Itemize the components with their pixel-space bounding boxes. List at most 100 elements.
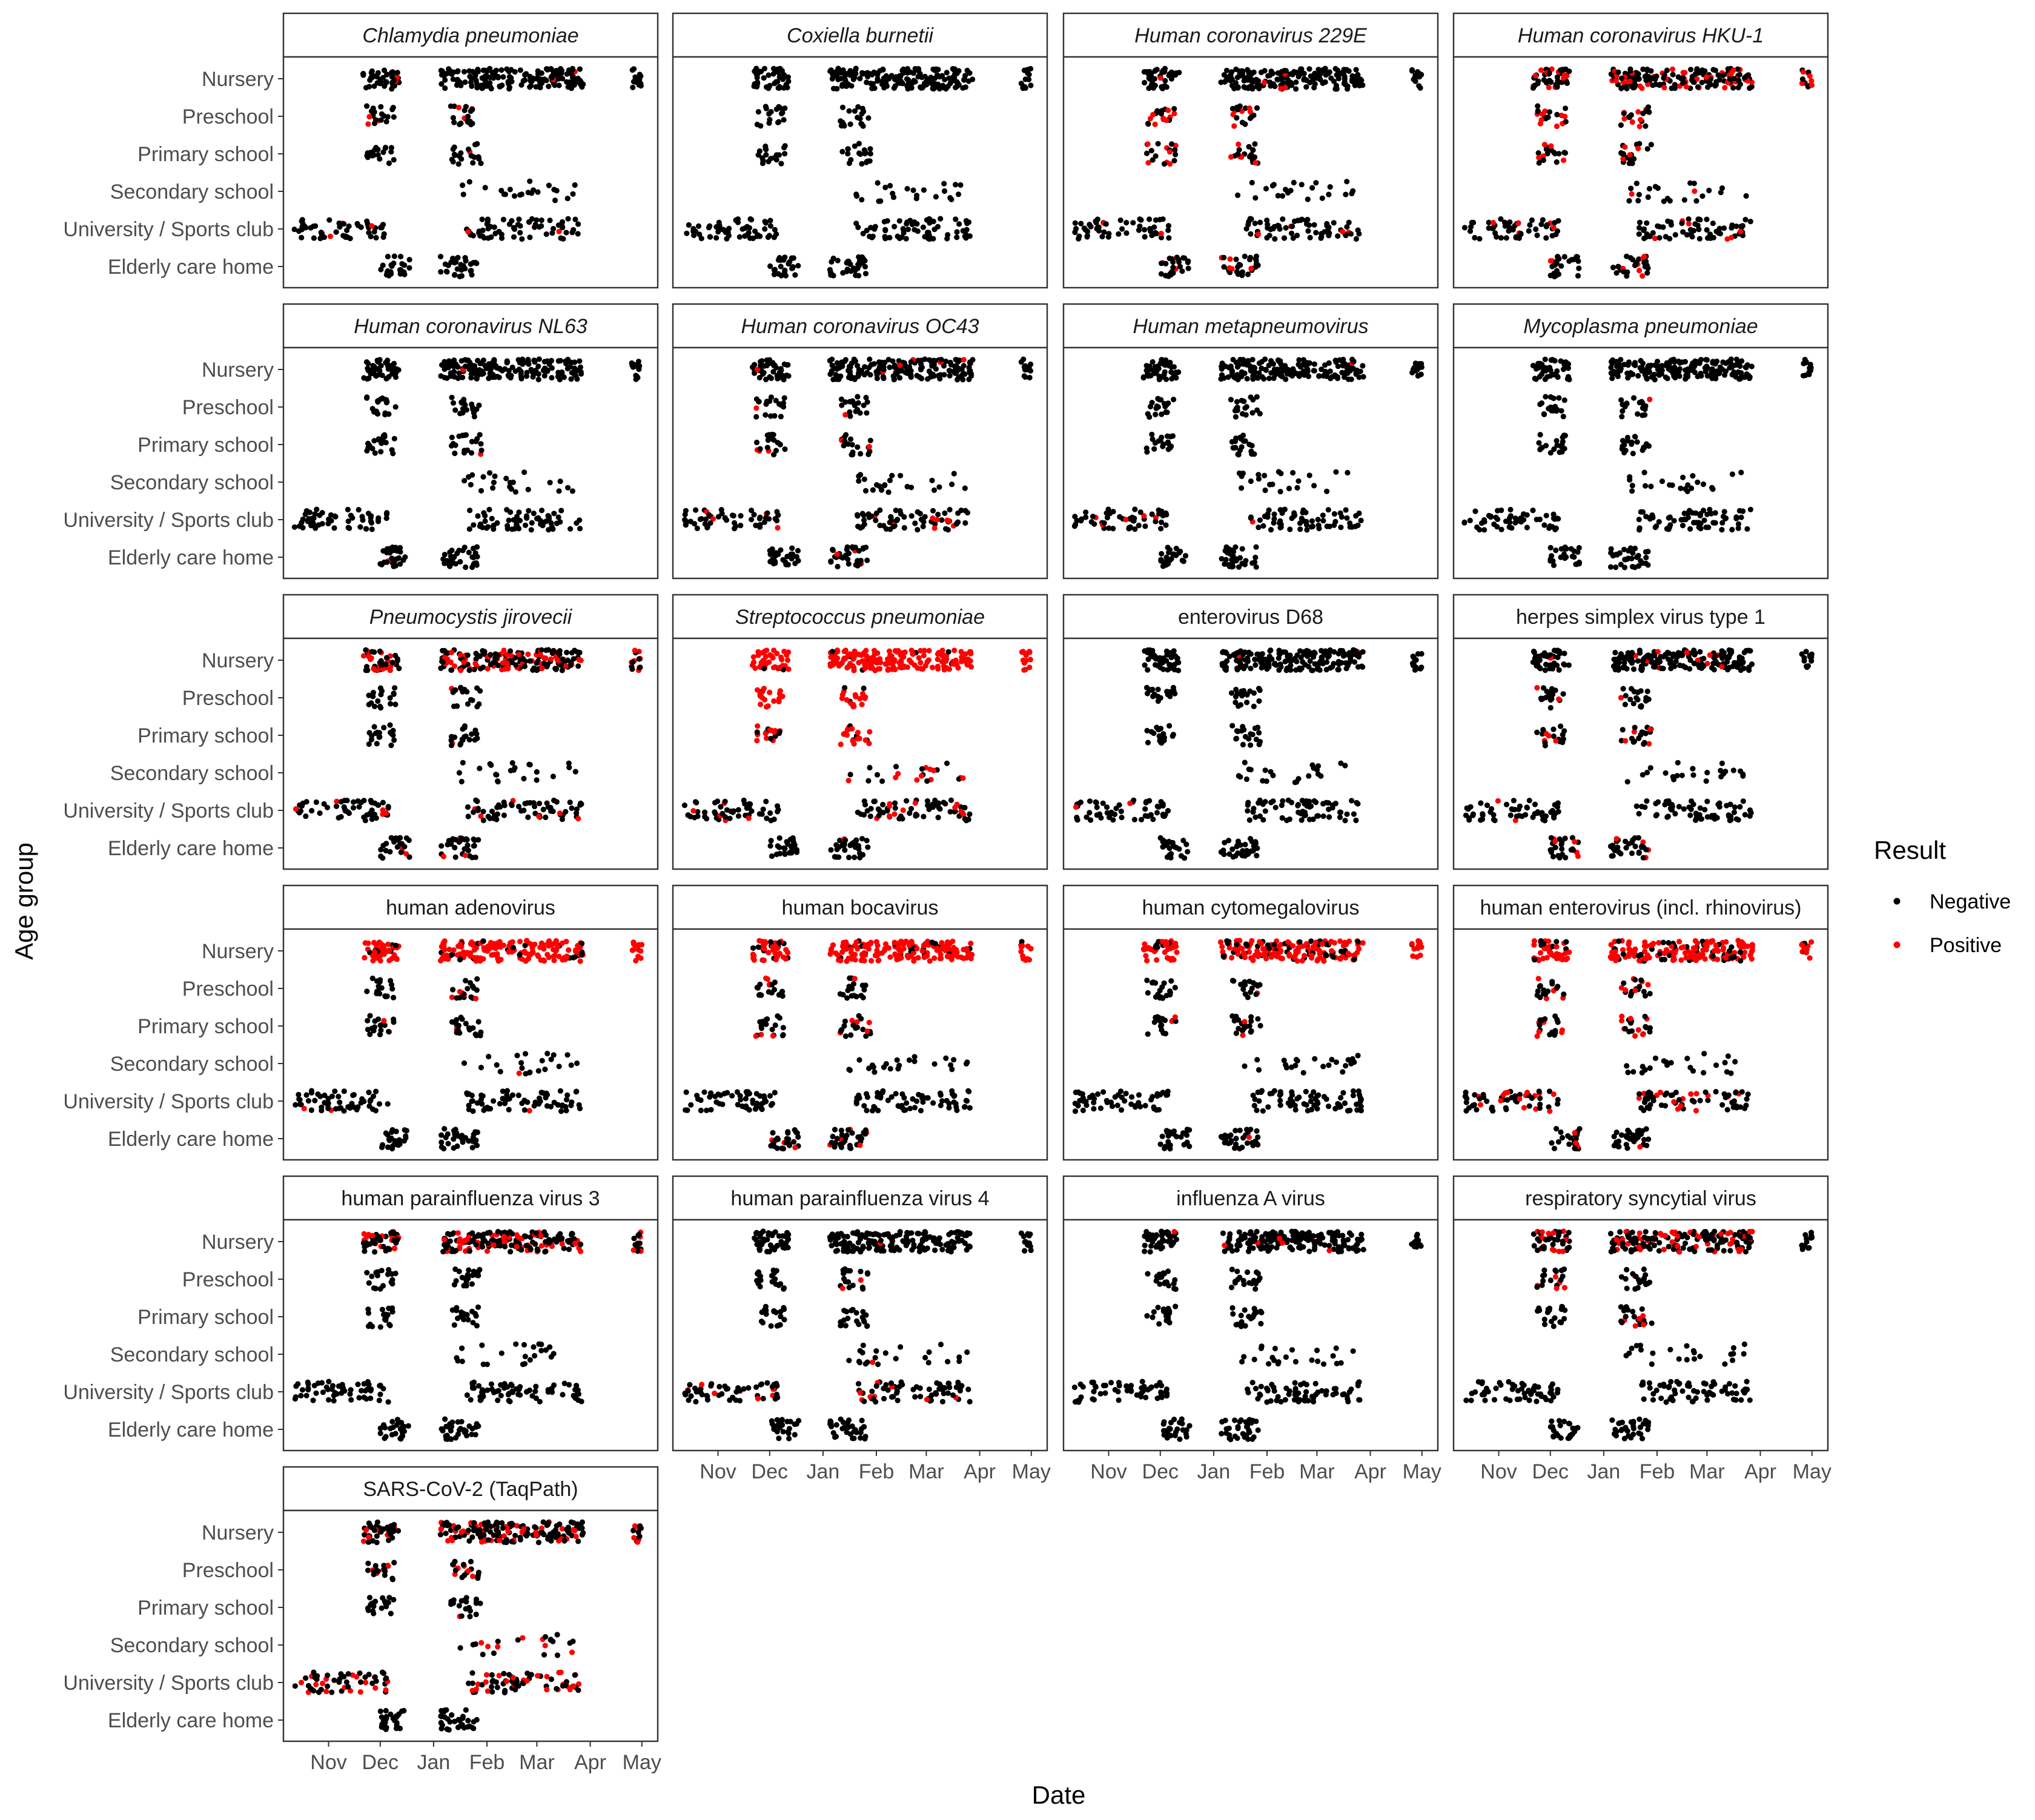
data-point-negative bbox=[534, 777, 540, 783]
data-point-negative bbox=[852, 268, 858, 273]
data-point-negative bbox=[506, 81, 511, 87]
data-point-negative bbox=[379, 688, 385, 693]
data-point-negative bbox=[1083, 509, 1088, 515]
data-point-positive bbox=[536, 813, 541, 819]
data-point-negative bbox=[844, 547, 850, 552]
data-point-negative bbox=[1554, 438, 1560, 443]
data-point-negative bbox=[1742, 374, 1747, 380]
data-point-negative bbox=[1543, 357, 1548, 362]
data-point-negative bbox=[921, 524, 926, 529]
data-point-negative bbox=[386, 804, 391, 809]
data-point-negative bbox=[1561, 362, 1567, 368]
data-point-positive bbox=[1636, 268, 1642, 273]
data-point-negative bbox=[839, 397, 844, 402]
data-point-negative bbox=[1416, 83, 1421, 88]
panel-frame bbox=[1454, 57, 1828, 288]
data-point-positive bbox=[458, 667, 463, 673]
data-point-negative bbox=[1170, 433, 1176, 438]
data-point-negative bbox=[1354, 236, 1359, 242]
data-point-negative bbox=[1153, 83, 1158, 88]
data-point-negative bbox=[545, 368, 551, 373]
data-point-negative bbox=[466, 813, 471, 819]
data-point-positive bbox=[1627, 79, 1633, 84]
data-point-positive bbox=[1227, 256, 1233, 262]
data-point-negative bbox=[633, 363, 638, 369]
data-point-negative bbox=[505, 359, 510, 365]
data-point-negative bbox=[778, 105, 783, 111]
data-point-positive bbox=[369, 223, 374, 229]
data-point-negative bbox=[856, 474, 861, 479]
data-point-negative bbox=[506, 68, 512, 74]
data-point-negative bbox=[838, 70, 843, 75]
data-point-negative bbox=[547, 217, 552, 223]
data-point-negative bbox=[513, 368, 518, 374]
data-point-negative bbox=[1316, 526, 1322, 531]
data-point-negative bbox=[1171, 551, 1176, 557]
data-point-negative bbox=[558, 508, 564, 513]
data-point-negative bbox=[1719, 527, 1724, 532]
data-point-positive bbox=[1248, 266, 1254, 271]
data-point-positive bbox=[921, 653, 927, 658]
data-point-negative bbox=[299, 219, 305, 224]
data-point-negative bbox=[371, 649, 377, 655]
data-point-negative bbox=[449, 395, 454, 400]
data-point-negative bbox=[1283, 225, 1289, 231]
data-point-negative bbox=[1158, 526, 1163, 531]
data-point-negative bbox=[738, 523, 743, 528]
data-point-negative bbox=[473, 551, 478, 556]
data-point-negative bbox=[544, 801, 550, 806]
data-point-negative bbox=[956, 221, 962, 227]
data-point-positive bbox=[1538, 67, 1544, 73]
data-point-negative bbox=[912, 520, 918, 526]
data-point-negative bbox=[1072, 514, 1077, 519]
data-point-negative bbox=[524, 370, 529, 376]
data-point-negative bbox=[850, 545, 856, 551]
data-point-negative bbox=[917, 374, 922, 380]
data-point-negative bbox=[855, 114, 860, 120]
data-point-positive bbox=[859, 658, 865, 664]
data-point-negative bbox=[747, 225, 752, 231]
data-point-negative bbox=[1171, 397, 1176, 402]
data-point-negative bbox=[855, 445, 860, 450]
data-point-negative bbox=[372, 109, 377, 114]
data-point-negative bbox=[892, 377, 897, 382]
data-point-negative bbox=[887, 235, 892, 240]
data-point-negative bbox=[1738, 223, 1744, 229]
data-point-negative bbox=[840, 105, 845, 110]
data-point-negative bbox=[855, 225, 861, 230]
data-point-negative bbox=[392, 254, 397, 259]
data-point-negative bbox=[521, 469, 527, 475]
data-point-negative bbox=[935, 224, 941, 230]
facet-coxiella-burnetii: Coxiella burnetii bbox=[673, 13, 1047, 288]
data-point-negative bbox=[847, 108, 852, 114]
data-point-negative bbox=[861, 512, 867, 518]
data-point-negative bbox=[882, 482, 887, 488]
data-point-negative bbox=[465, 652, 471, 658]
data-point-negative bbox=[1548, 368, 1554, 373]
data-point-negative bbox=[766, 73, 771, 78]
data-point-negative bbox=[1344, 224, 1349, 230]
data-point-negative bbox=[577, 517, 582, 523]
data-point-negative bbox=[452, 443, 458, 448]
data-point-positive bbox=[366, 654, 371, 659]
data-point-positive bbox=[916, 655, 922, 661]
data-point-negative bbox=[1647, 186, 1652, 191]
data-point-negative bbox=[926, 230, 931, 235]
data-point-negative bbox=[1277, 76, 1283, 82]
data-point-negative bbox=[493, 772, 498, 777]
data-point-negative bbox=[487, 80, 492, 85]
data-point-negative bbox=[459, 779, 465, 784]
data-point-negative bbox=[1692, 180, 1697, 186]
data-point-negative bbox=[345, 507, 351, 512]
data-point-positive bbox=[1228, 154, 1234, 160]
data-point-positive bbox=[1028, 657, 1033, 662]
facet-title: Human coronavirus NL63 bbox=[354, 315, 587, 338]
data-point-negative bbox=[895, 517, 900, 522]
data-point-negative bbox=[390, 544, 395, 550]
data-point-negative bbox=[469, 153, 474, 159]
data-point-negative bbox=[1176, 550, 1182, 555]
data-point-negative bbox=[720, 511, 725, 516]
data-point-negative bbox=[1640, 509, 1646, 515]
data-point-negative bbox=[1630, 451, 1636, 456]
data-point-positive bbox=[961, 656, 966, 661]
